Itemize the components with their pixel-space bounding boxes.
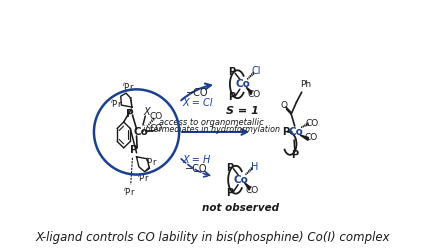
Text: X = Cl: X = Cl [182, 98, 213, 108]
Text: −CO: −CO [185, 164, 208, 174]
Text: not observed: not observed [202, 202, 279, 212]
Text: P: P [228, 67, 235, 77]
Text: Ph: Ph [299, 80, 311, 89]
Text: Co: Co [288, 127, 303, 137]
Text: X-ligand controls CO lability in bis(phosphine) Co(I) complex: X-ligand controls CO lability in bis(pho… [36, 231, 390, 244]
Text: CO: CO [149, 124, 162, 134]
Text: −CO: −CO [186, 88, 208, 98]
Text: $^{i}$Pr: $^{i}$Pr [110, 98, 123, 110]
Text: P: P [282, 127, 289, 137]
Text: CO: CO [150, 112, 163, 120]
Text: H: H [251, 162, 258, 172]
Text: S = 1: S = 1 [226, 106, 259, 116]
Polygon shape [246, 87, 252, 95]
Text: P: P [291, 150, 298, 160]
Text: P: P [126, 109, 133, 119]
Polygon shape [245, 183, 250, 190]
Text: $^{i}$Pr: $^{i}$Pr [121, 81, 134, 94]
Text: CO: CO [305, 118, 318, 128]
Text: $^{i}$Pr: $^{i}$Pr [123, 186, 136, 198]
Text: Co: Co [235, 79, 250, 89]
Text: P: P [226, 188, 233, 198]
Text: Co: Co [233, 175, 248, 185]
Text: P: P [226, 163, 233, 173]
Text: X = H: X = H [182, 155, 211, 165]
Text: intermediates in hydroformylation: intermediates in hydroformylation [143, 126, 280, 134]
Text: $^{i}$Pr: $^{i}$Pr [137, 172, 149, 184]
Text: P: P [130, 145, 138, 155]
Text: access to organometallic: access to organometallic [159, 118, 264, 126]
Text: $^{i}$Pr: $^{i}$Pr [146, 156, 158, 168]
Text: X: X [143, 107, 150, 117]
Text: O: O [280, 100, 287, 110]
Text: CO: CO [245, 186, 259, 195]
Text: P: P [228, 92, 235, 102]
Text: CO: CO [305, 134, 318, 142]
Text: Cl: Cl [251, 66, 261, 76]
Text: Co: Co [134, 127, 149, 137]
Polygon shape [300, 135, 308, 140]
Text: CO: CO [247, 90, 260, 99]
